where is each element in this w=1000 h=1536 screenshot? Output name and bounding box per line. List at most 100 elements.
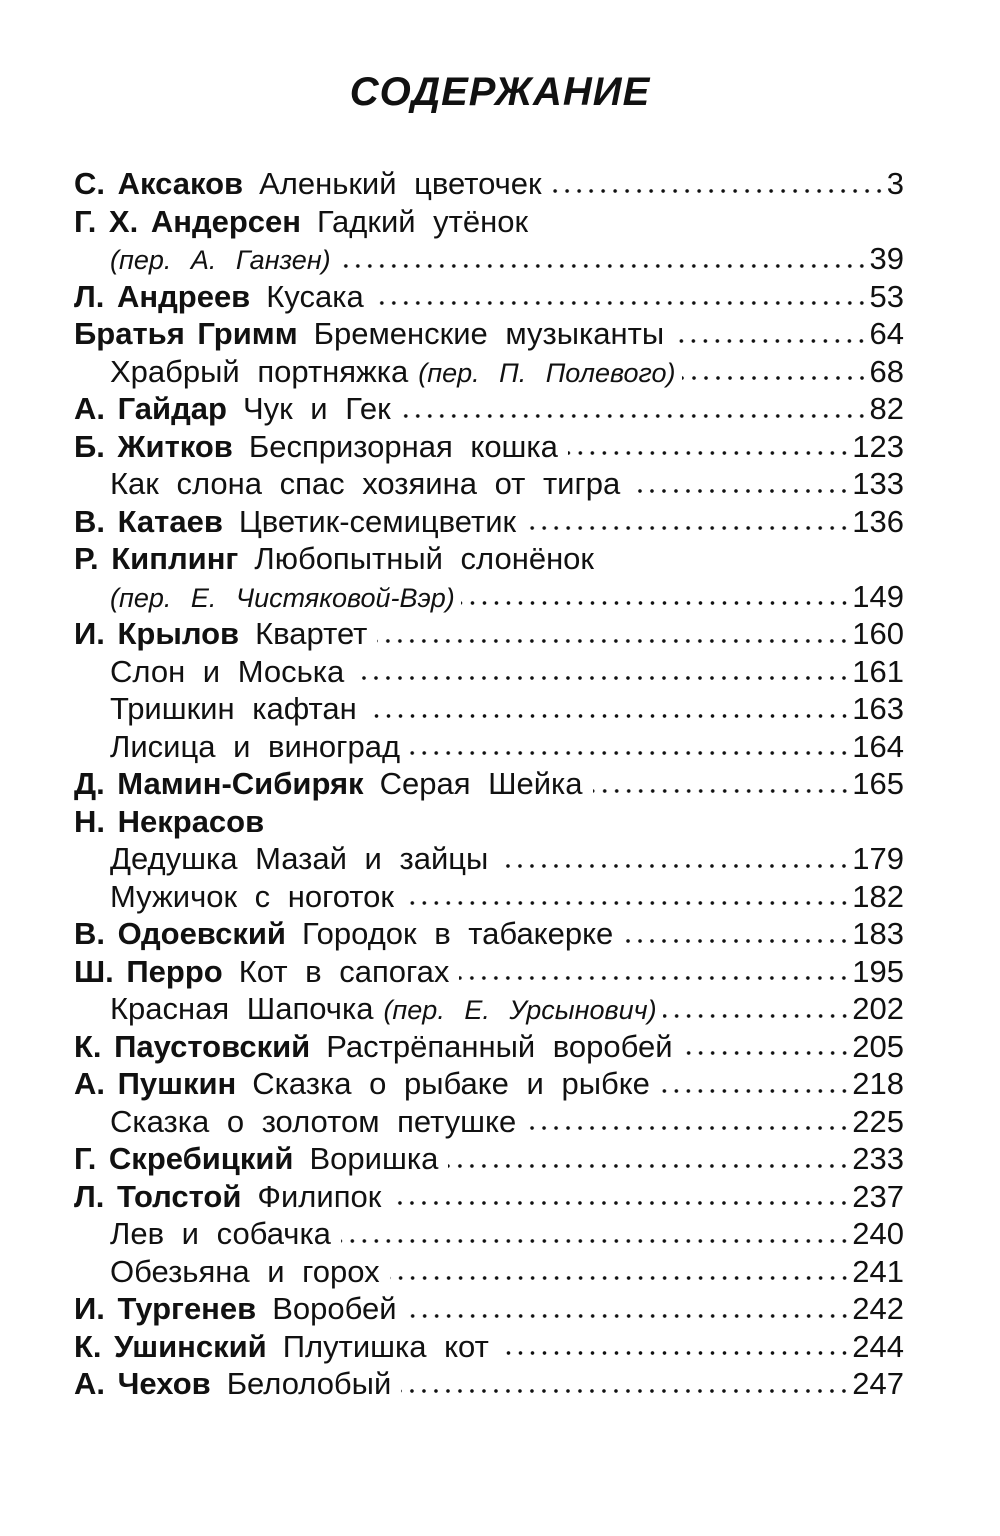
toc-entry: Н. Некрасов [74,803,904,841]
dot-leader [682,1050,851,1056]
dot-leader [623,937,851,944]
entry-page-number: 247 [852,1366,904,1401]
toc-entry: А. Гайдар Чук и Гек 82 [74,390,904,428]
toc-entry: Л. Толстой Филипок 237 [74,1178,904,1216]
entry-page-number: 165 [852,766,904,801]
entry-page-number: 161 [852,653,904,689]
entry-title: Филипок [257,1178,382,1214]
toc-entry: Красная Шапочка (пер. Е. Урсынович) 202 [74,990,904,1028]
entry-author: Н. Некрасов [74,803,265,839]
toc-entry: И. Крылов Квартет 160 [74,615,904,653]
toc-entry: Сказка о золотом петушке 225 [74,1103,904,1141]
entry-page-number: 241 [852,1253,904,1289]
entry-page-number: 68 [869,353,904,389]
entry-page-number: 240 [852,1216,904,1251]
entry-page-number: 233 [852,1141,904,1176]
entry-author: Л. Толстой [74,1178,242,1214]
entry-author: А. Чехов [74,1366,211,1401]
dot-leader [373,300,868,306]
entry-translator: (пер. П. Полевого) [418,357,676,388]
toc-entry: Б. Житков Беспризорная кошка 123 [74,428,904,466]
entry-title: Мужичок с ноготок [110,878,394,914]
entry-author: К. Ушинский [74,1328,267,1364]
toc-entry: Мужичок с ноготок 182 [74,878,904,916]
entry-page-number: 182 [852,878,904,914]
entry-title: Серая Шейка [379,766,583,801]
entry-author: И. Крылов [74,616,240,651]
entry-page-number: 123 [852,428,904,464]
toc-entry: Лисица и виноград 164 [74,728,904,766]
toc-entry: Братья Гримм Бременские музыканты 64 [74,315,904,353]
entry-author: С. Аксаков [74,166,244,201]
dot-leader [526,1125,851,1131]
dot-leader [400,412,868,419]
entry-title: Кусака [266,278,364,314]
dot-leader [674,337,868,344]
entry-title: Тришкин кафтан [110,691,357,726]
dot-leader [403,900,851,906]
dot-leader [659,1087,851,1094]
entry-page-number: 242 [852,1291,904,1326]
toc-entry: Ш. Перро Кот в сапогах 195 [74,953,904,991]
toc-entry: Обезьяна и горох 241 [74,1253,904,1291]
toc-entry: Г. Х. Андерсен Гадкий утёнок [74,203,904,241]
dot-leader [662,1012,851,1019]
dot-leader [498,1350,851,1356]
entry-page-number: 136 [852,503,904,539]
entry-page-number: 205 [852,1028,904,1064]
entry-page-number: 218 [852,1066,904,1101]
page-title: СОДЕРЖАНИЕ [349,70,651,114]
entry-title: Сказка о рыбаке и рыбке [252,1066,650,1101]
entry-title: Бременские музыканты [313,316,665,351]
toc-entry: И. Тургенев Воробей 242 [74,1290,904,1328]
entry-title: Дедушка Мазай и зайцы [110,841,489,876]
entry-author: Г. Х. Андерсен [74,203,301,239]
dot-leader [410,750,851,756]
entry-title: Воробей [272,1291,397,1326]
toc-entry: Д. Мамин-Сибиряк Серая Шейка 165 [74,765,904,803]
toc-entry: (пер. Е. Чистяковой-Вэр) 149 [74,578,904,616]
toc-entry: Г. Скребицкий Воришка 233 [74,1140,904,1178]
entry-title: Лев и собачка [110,1216,331,1251]
entry-page-number: 64 [869,316,904,351]
entry-title: Квартет [255,616,368,651]
entry-page-number: 53 [869,278,904,314]
entry-page-number: 163 [852,691,904,726]
entry-title: Обезьяна и горох [110,1253,380,1289]
entry-page-number: 160 [852,616,904,651]
dot-leader [448,1162,851,1169]
entry-author: А. Гайдар [74,391,227,426]
dot-leader [377,637,851,644]
entry-author: А. Пушкин [74,1066,237,1101]
entry-translator: (пер. Е. Чистяковой-Вэр) [110,582,455,613]
entry-author: Братья Гримм [74,316,298,351]
entry-title: Кот в сапогах [238,953,450,989]
table-of-contents: С. Аксаков Аленький цветочек 3 Г. Х. Андерс… [74,165,904,1403]
dot-leader [340,1237,851,1244]
entry-translator: (пер. А. Ганзен) [110,245,331,275]
toc-entry: Л. Андреев Кусака 53 [74,278,904,316]
entry-author: В. Катаев [74,503,223,539]
entry-title: Лисица и виноград [110,728,401,764]
dot-leader [391,1200,851,1206]
entry-author: Г. Скребицкий [74,1141,294,1176]
entry-title: Растрёпанный воробей [326,1028,673,1064]
dot-leader [551,187,885,194]
entry-title: Воришка [309,1141,439,1176]
entry-title: Красная Шапочка [110,991,374,1026]
dot-leader [406,1312,851,1319]
entry-author: Р. Киплинг [74,541,239,576]
toc-entry: С. Аксаков Аленький цветочек 3 [74,165,904,203]
toc-entry: В. Одоевский Городок в табакерке 183 [74,915,904,953]
entry-author: К. Паустовский [74,1028,311,1064]
entry-page-number: 195 [852,953,904,989]
entry-title: Беспризорная кошка [248,428,558,464]
entry-title: Слон и Моська [110,653,345,689]
entry-author: Б. Житков [74,428,233,464]
entry-page-number: 39 [869,241,904,276]
dot-leader [366,712,851,719]
entry-title: Чук и Гек [242,391,391,426]
toc-entry: (пер. А. Ганзен) 39 [74,240,904,278]
entry-translator: (пер. Е. Урсынович) [383,995,657,1025]
dot-leader [567,450,851,456]
